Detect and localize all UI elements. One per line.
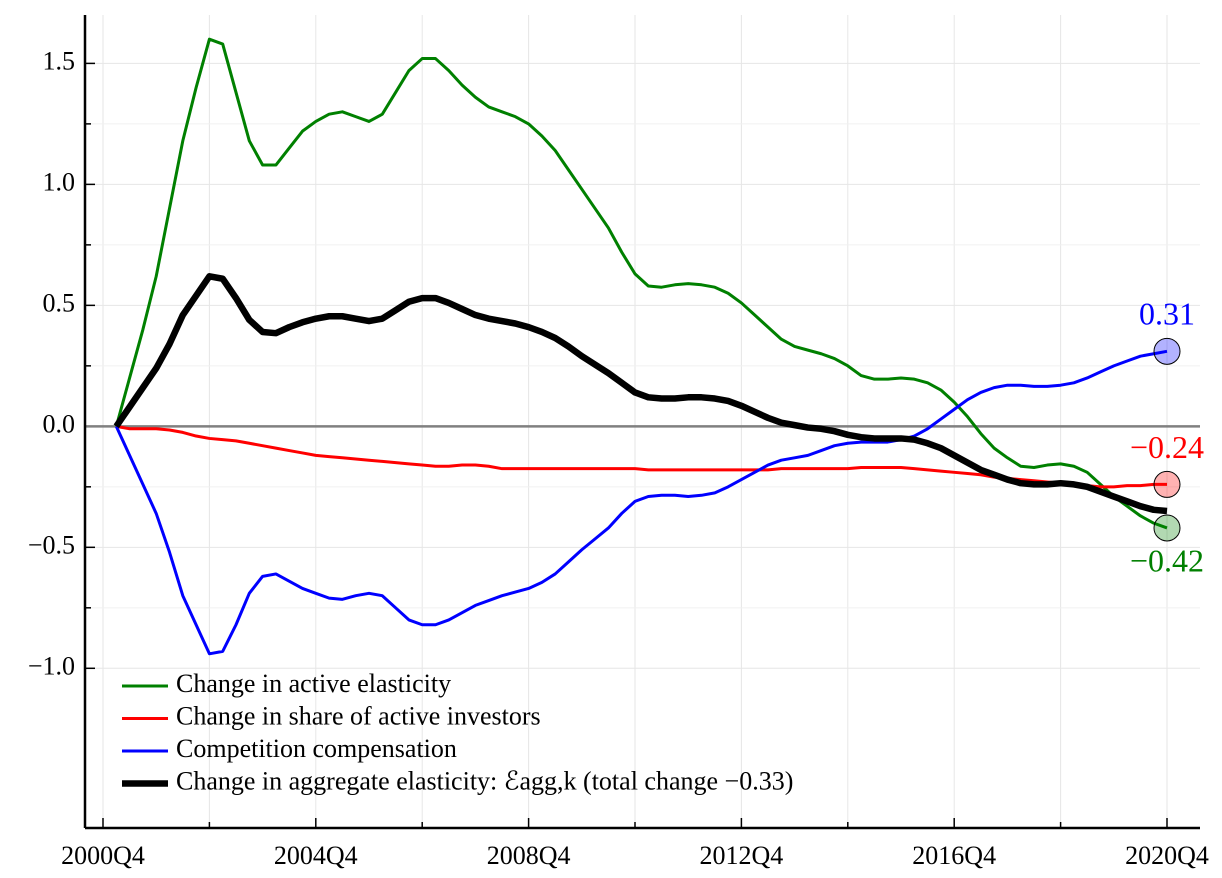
y-tick-label: −0.5 — [28, 530, 75, 559]
y-tick-label: 1.0 — [43, 167, 76, 196]
x-tick-label: 2004Q4 — [274, 841, 358, 870]
legend-label: Change in aggregate elasticity: ℰagg,k (… — [176, 766, 793, 795]
grid-layer: 2000Q4 2004Q4 2008Q4 2012Q4 2016Q4 2020Q4 −1.0… — [28, 15, 1209, 870]
y-tick-label: 0.0 — [43, 409, 76, 438]
legend-label: Change in share of active investors — [176, 701, 541, 730]
end-label: −0.24 — [1130, 429, 1204, 465]
end-marker — [1153, 337, 1181, 365]
end-label: −0.42 — [1130, 542, 1204, 578]
legend-label: Competition compensation — [176, 734, 457, 763]
x-tick-label: 2000Q4 — [61, 841, 145, 870]
series-line — [113, 273, 1168, 515]
y-tick-label: 0.5 — [43, 288, 76, 317]
end-label: 0.31 — [1139, 296, 1195, 332]
x-tick-label: 2012Q4 — [700, 841, 784, 870]
x-tick-label: 2020Q4 — [1125, 841, 1209, 870]
x-tick-label: 2008Q4 — [487, 841, 571, 870]
legend: Change in active elasticity Change in sha… — [122, 669, 793, 795]
y-tick-label: −1.0 — [28, 651, 75, 680]
series-line — [114, 37, 1168, 530]
end-marker — [1153, 514, 1181, 542]
x-tick-label: 2016Q4 — [912, 841, 996, 870]
end-marker — [1153, 470, 1181, 498]
legend-label: Change in active elasticity — [176, 669, 451, 698]
series-line — [114, 349, 1168, 656]
plot-layer: −0.42 −0.24 0.31 — [113, 37, 1204, 656]
y-tick-label: 1.5 — [43, 46, 76, 75]
